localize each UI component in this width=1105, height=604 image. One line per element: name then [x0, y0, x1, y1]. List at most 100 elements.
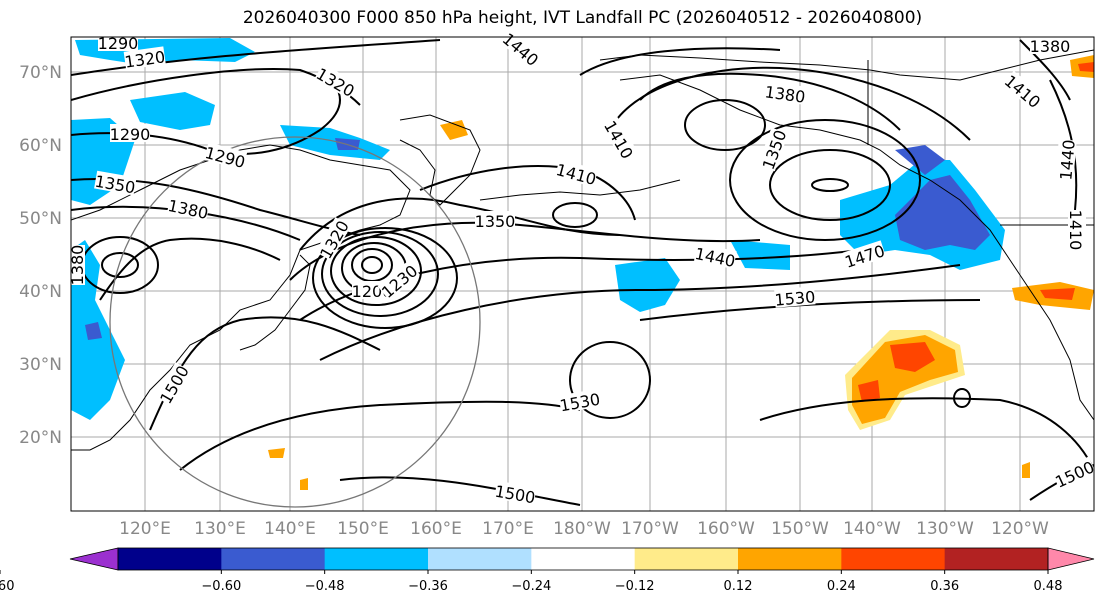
lon-tick-label: 160°W — [697, 519, 755, 539]
longitude-labels: 120°E 130°E 140°E 150°E 160°E 170°E 180°W 170°W… — [119, 519, 1049, 539]
contour-label-bg — [155, 362, 192, 406]
contour-line — [953, 388, 971, 408]
colorbar-segment — [944, 548, 1049, 570]
ivt-positive-region — [1040, 288, 1075, 300]
map-title: 2026040300 F000 850 hPa height, IVT Land… — [242, 8, 923, 28]
ivt-negative-region — [85, 322, 102, 340]
colorbar-segment — [841, 548, 946, 570]
contour-label-bg — [1068, 210, 1086, 250]
contour-label-bg — [110, 124, 150, 142]
contour-label-bg — [494, 480, 537, 506]
contour-line — [639, 299, 981, 321]
ivt-positive-region — [440, 120, 468, 140]
colorbar-tick-labels: −0.60 −0.48 −0.36 −0.24 −0.12 0.12 0.24 0.36 0.4… — [0, 570, 1062, 594]
contour-label-bg — [377, 260, 420, 301]
ivt-negative-region — [730, 240, 790, 270]
japan-coast — [239, 254, 311, 351]
contour-line — [759, 397, 1094, 471]
colorbar-segment — [738, 548, 842, 570]
lon-tick-label: 150°W — [771, 519, 829, 539]
colorbar-segment — [531, 548, 636, 570]
contour-label-bg — [693, 243, 737, 270]
contour-label: 1440 — [1056, 139, 1078, 181]
contour-line — [1019, 39, 1071, 101]
contour-label-bg — [94, 170, 137, 196]
lon-tick-label: 180°W — [553, 519, 611, 539]
colorbar-extend-max — [1047, 547, 1095, 571]
lon-tick-label: 140°E — [264, 519, 316, 539]
contour-label: 1290 — [110, 125, 151, 144]
contour-label-bg — [315, 217, 352, 261]
contour-line — [71, 39, 441, 76]
colorbar-tick-label: −0.48 — [305, 579, 345, 594]
colorbar-tick-label: 0.48 — [1034, 579, 1063, 594]
ivt-negative-region — [130, 92, 215, 130]
contour-label-bg — [554, 159, 599, 187]
lon-tick-label: 150°E — [337, 519, 389, 539]
contour-line — [312, 227, 458, 329]
contour-label-bg — [601, 117, 638, 161]
colorbar-tick-label: 0.60 — [0, 579, 14, 594]
lon-tick-label: 130°W — [916, 519, 974, 539]
ivt-positive-region — [1022, 462, 1030, 478]
contour-line — [811, 178, 849, 192]
ivt-positive-region — [1078, 62, 1094, 72]
colorbar — [69, 547, 1095, 571]
contour-line — [101, 252, 139, 278]
contour-label: 1290 — [98, 34, 139, 53]
lat-tick-label: 20°N — [19, 428, 62, 448]
contour-line — [179, 400, 581, 471]
contour-line — [552, 202, 598, 228]
contour-line — [609, 66, 971, 141]
colorbar-tick-label: −0.24 — [511, 579, 551, 594]
colorbar-tick-label: −0.36 — [408, 579, 448, 594]
lon-tick-label: 170°W — [621, 519, 679, 539]
contour-label-bg — [166, 195, 210, 222]
ivt-negative-region — [280, 125, 390, 160]
alaska-coast — [619, 74, 1094, 421]
contour-line — [684, 99, 766, 151]
contour-label: 1530 — [774, 287, 816, 309]
ivt-positive-region — [858, 380, 880, 402]
lon-tick-label: 170°E — [482, 519, 534, 539]
contour-line — [729, 119, 921, 241]
graticule — [71, 37, 1094, 511]
contour-label: 1380 — [68, 245, 87, 286]
colorbar-tick-label: 0.12 — [724, 579, 753, 594]
lon-tick-label: 160°E — [410, 519, 462, 539]
colorbar-segment — [118, 548, 222, 570]
contour-label-bg — [314, 63, 358, 100]
contour-label-bg — [774, 286, 816, 308]
aleutian-chain — [479, 179, 681, 201]
lat-tick-label: 70°N — [19, 63, 62, 83]
contour-label-bg — [1055, 139, 1077, 181]
colorbar-segment — [324, 548, 429, 570]
contour-line — [319, 264, 961, 361]
contour-label-bg — [842, 240, 887, 270]
contour-line — [639, 72, 901, 131]
lon-tick-label: 140°W — [843, 519, 901, 539]
contour-label-bg — [764, 81, 807, 105]
contour-line — [99, 237, 281, 301]
lon-tick-label: 120°W — [991, 519, 1049, 539]
contour-line — [330, 236, 422, 306]
ivt-negative-region — [895, 175, 990, 250]
contour-label-bg — [1030, 36, 1070, 54]
contour-line — [579, 47, 781, 76]
kamchatka-coast — [399, 114, 481, 206]
ivt-shading — [71, 38, 1094, 490]
contour-line — [569, 341, 651, 419]
colorbar-outline — [117, 547, 1049, 571]
contour-line — [361, 256, 383, 274]
contour-label-bg — [558, 388, 601, 414]
colorbar-extend-min — [69, 547, 119, 571]
contour-label-bg — [203, 142, 248, 170]
contour-label-bg — [1002, 70, 1045, 111]
colorbar-tick-label: 0.24 — [827, 579, 856, 594]
colorbar-segment — [428, 548, 532, 570]
colorbar-segment — [634, 548, 739, 570]
ivt-negative-region — [895, 145, 945, 175]
contour-label: 1350 — [475, 212, 516, 231]
contour-label-bg — [1052, 456, 1097, 490]
